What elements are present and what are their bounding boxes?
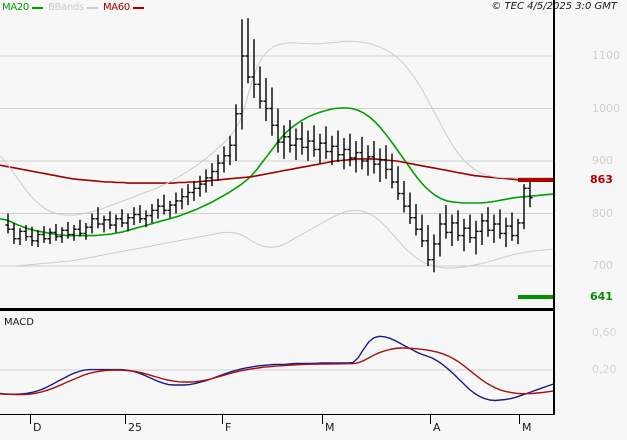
price-tick-1100: 1100 [592, 49, 620, 62]
time-axis-tick [430, 415, 431, 424]
time-axis-label-4: A [433, 421, 441, 434]
legend-bbands-label: BBands [48, 1, 84, 13]
macd-series-signal [0, 347, 553, 396]
price-plot [0, 14, 553, 308]
legend-ma60-swatch-icon [132, 6, 144, 9]
time-axis-label-3: M [325, 421, 335, 434]
legend-bbands-swatch-icon [86, 6, 98, 9]
price-series-bbands-upper [0, 40, 553, 216]
time-axis-tick [30, 415, 31, 424]
price-series-ma20 [0, 107, 553, 237]
macd-tick-0: 0,20 [592, 363, 617, 377]
price-marker-swatch-641 [518, 294, 553, 299]
legend-bbands[interactable]: BBands [48, 1, 103, 13]
macd-bottom-rule [0, 414, 553, 415]
price-ohlc-bars [5, 18, 533, 273]
time-axis-tick [322, 415, 323, 424]
price-tick-900: 900 [592, 154, 613, 167]
time-axis-label-5: M [522, 421, 532, 434]
copyright-timestamp: © TEC 4/5/2025 3:0 GMT [491, 1, 617, 12]
price-marker-swatch-863 [518, 178, 553, 183]
time-axis-tick [125, 415, 126, 424]
price-tick-700: 700 [592, 259, 613, 272]
time-axis-label-0: D [33, 421, 42, 434]
legend-ma60[interactable]: MA60 [102, 1, 149, 13]
legend-ma20-swatch-icon [32, 6, 43, 9]
time-axis: D 25 F M A M [0, 415, 627, 440]
macd-series-macd [0, 335, 553, 402]
time-axis-label-2: F [225, 421, 232, 434]
price-series-ma60 [0, 158, 553, 184]
macd-background [0, 312, 553, 415]
price-marker-label-641: 641 [590, 289, 613, 303]
price-tick-800: 800 [592, 206, 613, 220]
chart-legend: MA20 BBands MA60 [2, 1, 149, 14]
price-series-bbands-lower [0, 209, 553, 269]
time-axis-tick [222, 415, 223, 424]
panel-divider [0, 308, 553, 311]
time-axis-tick [519, 415, 520, 424]
price-tick-1000: 1000 [592, 101, 620, 115]
time-axis-label-1: 25 [128, 421, 142, 434]
macd-title: MACD [4, 317, 34, 328]
price-axis-line [553, 0, 555, 415]
legend-ma60-label: MA60 [102, 1, 130, 13]
legend-ma20-label: MA20 [2, 1, 29, 13]
price-panel [0, 14, 553, 308]
price-marker-label-863: 863 [590, 173, 613, 187]
legend-ma20[interactable]: MA20 [2, 1, 48, 13]
macd-tick-1: 0,60 [592, 325, 617, 339]
macd-plot [0, 312, 553, 415]
macd-panel [0, 312, 553, 415]
